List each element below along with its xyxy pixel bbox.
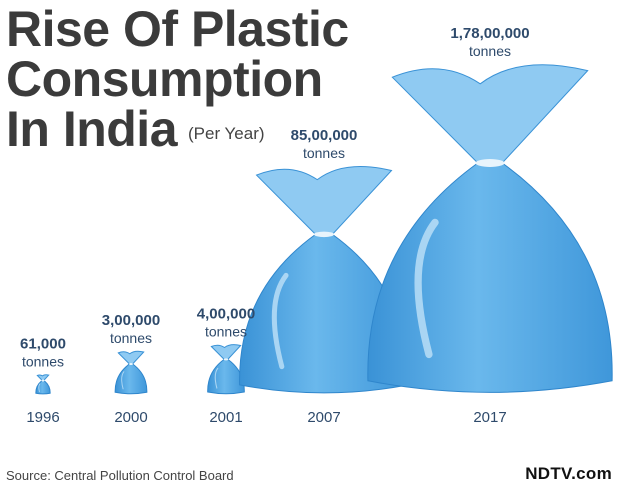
unit-label: tonnes (469, 43, 511, 59)
unit-label: tonnes (110, 330, 152, 346)
value-label: 3,00,000 (102, 312, 160, 329)
brand-logo: NDTV.com (525, 464, 612, 483)
bag-marker-2000 (114, 350, 148, 395)
chart-title-line-2: Consumption (6, 51, 323, 107)
unit-label: tonnes (303, 145, 345, 161)
value-label: 61,000 (20, 336, 66, 353)
unit-label: tonnes (22, 354, 64, 370)
year-label: 1996 (26, 409, 59, 426)
chart-title-line-1: Rise Of Plastic (6, 1, 349, 57)
value-label: 85,00,000 (291, 127, 358, 144)
chart-subtitle: (Per Year) (188, 124, 265, 143)
value-label: 4,00,000 (197, 306, 255, 323)
value-label: 1,78,00,000 (450, 25, 529, 42)
year-label: 2000 (114, 409, 147, 426)
bag-marker-2007 (239, 165, 409, 394)
bag-marker-2001 (207, 344, 245, 395)
source-note: Source: Central Pollution Control Board (6, 468, 234, 483)
bag-marker-2017 (367, 64, 613, 393)
chart-title-line-3: In India (6, 101, 178, 157)
year-label: 2007 (307, 409, 340, 426)
year-label: 2001 (209, 409, 242, 426)
bag-marker-1996 (35, 374, 51, 395)
unit-label: tonnes (205, 324, 247, 340)
year-label: 2017 (473, 409, 506, 426)
